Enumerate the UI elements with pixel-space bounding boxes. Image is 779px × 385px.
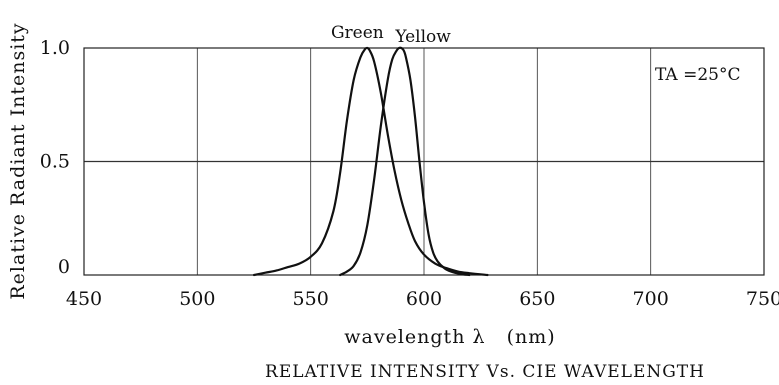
x-tick-label-700: 700 [633,288,669,310]
series-label-green: Green [331,23,384,43]
y-axis-label: Relative Radiant Intensity [7,22,29,299]
series-labels: Green Yellow [331,23,451,47]
y-tick-label-0.5: 0.5 [40,151,70,173]
y-tick-label-0: 0 [58,256,70,278]
grid-lines [84,48,764,275]
x-tick-label-600: 600 [406,288,442,310]
x-tick-label-500: 500 [179,288,215,310]
y-tick-labels: 0 0.5 1.0 [40,37,70,278]
series-layer [252,46,489,277]
series-line-green [252,46,489,277]
annotation-temperature: TA =25°C [655,65,740,85]
y-tick-label-1: 1.0 [40,37,70,59]
x-tick-label-550: 550 [293,288,329,310]
chart-title: RELATIVE INTENSITY Vs. CIE WAVELENGTH [265,362,705,382]
x-tick-label-450: 450 [66,288,102,310]
x-tick-label-750: 750 [746,288,779,310]
series-label-yellow: Yellow [394,27,451,47]
x-tick-label-650: 650 [519,288,555,310]
x-tick-labels: 450 500 550 600 650 700 750 [66,288,779,310]
plot-frame [83,47,765,276]
series-line-yellow [339,46,471,277]
x-axis-label: wavelength λ (nm) [344,326,555,348]
